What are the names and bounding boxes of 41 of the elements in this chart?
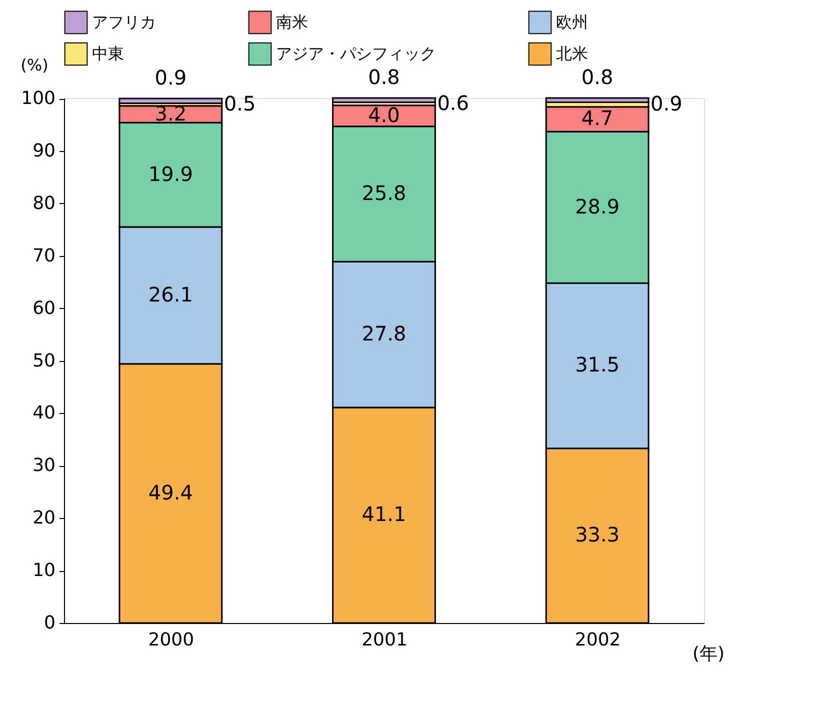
legend-label: 北米 bbox=[556, 44, 588, 63]
data-label: 41.1 bbox=[362, 502, 406, 526]
legend-label: アフリカ bbox=[92, 12, 156, 32]
data-label: 0.9 bbox=[154, 66, 187, 90]
y-tick-label: 10 bbox=[32, 560, 56, 582]
y-tick-label: 70 bbox=[32, 245, 56, 266]
y-tick-label: 60 bbox=[32, 298, 56, 319]
legend-label: 中東 bbox=[92, 44, 124, 63]
data-label: 27.8 bbox=[362, 322, 406, 346]
data-label: 0.9 bbox=[650, 92, 682, 116]
data-label: 0.8 bbox=[581, 65, 614, 89]
y-tick-label: 0 bbox=[44, 612, 56, 634]
y-tick-label: 100 bbox=[21, 88, 56, 110]
y-tick-label: 80 bbox=[32, 192, 56, 214]
y-axis-title: (%) bbox=[20, 56, 48, 74]
y-tick-label: 40 bbox=[32, 402, 56, 424]
data-label: 0.6 bbox=[437, 90, 470, 115]
legend-label: 南米 bbox=[276, 12, 308, 32]
y-tick-label: 90 bbox=[32, 140, 56, 162]
y-tick-label: 30 bbox=[32, 455, 56, 476]
y-tick-label: 20 bbox=[32, 508, 56, 529]
x-tick-label: 2002 bbox=[574, 630, 621, 650]
data-label: 4.7 bbox=[581, 106, 614, 130]
bar bbox=[332, 97, 436, 103]
data-label: 4.0 bbox=[368, 102, 400, 127]
data-label: 31.5 bbox=[575, 352, 620, 377]
data-label: 26.1 bbox=[148, 282, 193, 306]
data-label: 0.8 bbox=[368, 65, 400, 89]
y-tick-label: 50 bbox=[32, 350, 56, 372]
data-label: 28.9 bbox=[575, 194, 620, 218]
x-tick-label: 2001 bbox=[362, 630, 408, 650]
data-label: 0.5 bbox=[224, 92, 256, 116]
data-label: 33.3 bbox=[575, 522, 620, 547]
bar bbox=[118, 98, 223, 104]
data-label: 19.9 bbox=[148, 162, 193, 186]
legend-label: 欧州 bbox=[556, 12, 588, 32]
data-label: 25.8 bbox=[362, 180, 406, 205]
legend-label: アジア・パシフィック bbox=[276, 44, 436, 63]
x-axis-title: (年) bbox=[692, 644, 724, 664]
x-tick-label: 2000 bbox=[148, 630, 194, 650]
data-label: 49.4 bbox=[148, 480, 193, 504]
